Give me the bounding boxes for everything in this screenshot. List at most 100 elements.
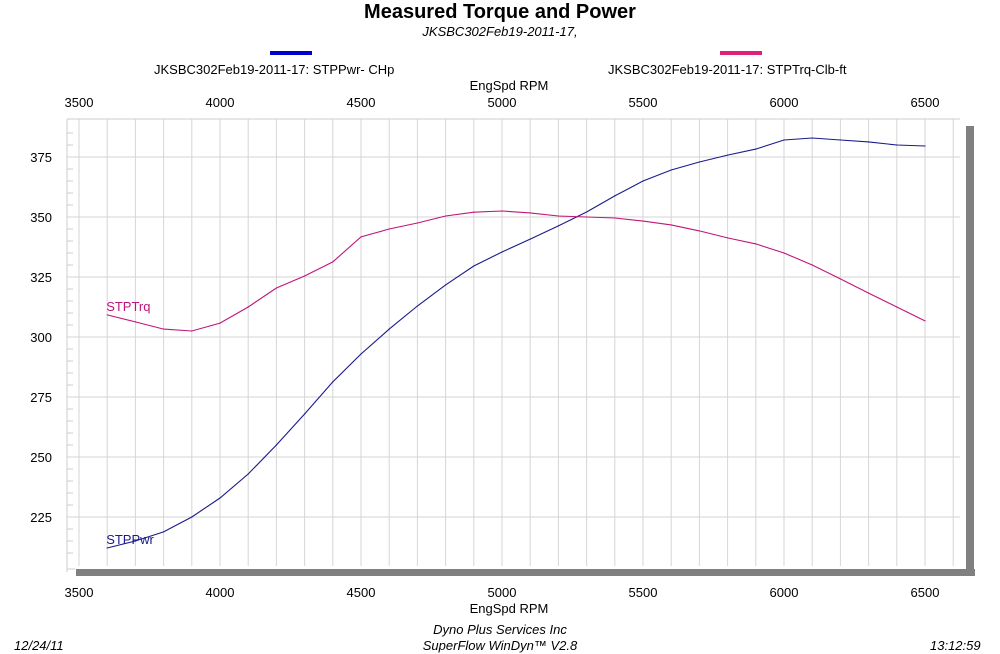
data-point-power xyxy=(727,154,729,156)
plot-shadow-bottom xyxy=(76,569,975,576)
x-tick-label-bottom: 5000 xyxy=(488,585,517,600)
data-point-torque xyxy=(134,321,136,323)
data-point-torque xyxy=(501,210,503,212)
data-point-torque xyxy=(416,222,418,224)
data-point-power xyxy=(247,473,249,475)
axis-ticks: 3500 3500 4000 4000 4500 4500 5000 5000 5500 5500… xyxy=(30,95,939,600)
data-point-power xyxy=(698,161,701,163)
data-point-power xyxy=(219,497,221,499)
plot-frame xyxy=(66,118,975,576)
x-tick-label-bottom: 3500 xyxy=(65,585,94,600)
data-point-power xyxy=(811,137,813,139)
chart-subtitle: JKSBC302Feb19-2011-17, xyxy=(422,24,578,39)
data-point-torque xyxy=(191,330,193,332)
data-point-power xyxy=(275,444,277,446)
data-point-torque xyxy=(219,322,221,324)
legend-label-torque: JKSBC302Feb19-2011-17: STPTrq-Clb-ft xyxy=(608,62,847,77)
data-point-torque xyxy=(698,230,701,232)
x-axis-title-bottom: EngSpd RPM xyxy=(469,601,549,616)
data-point-power xyxy=(783,139,785,141)
legend-swatch-torque xyxy=(720,51,762,55)
data-point-power xyxy=(445,284,447,286)
x-tick-label-top: 4000 xyxy=(206,95,235,110)
data-point-torque xyxy=(557,215,560,217)
data-point-torque xyxy=(163,328,165,330)
data-point-power xyxy=(586,211,588,213)
data-point-torque xyxy=(332,261,334,263)
data-point-torque xyxy=(586,216,588,218)
x-tick-label-bottom: 4500 xyxy=(347,585,376,600)
series-labels: STPPwr STPTrq xyxy=(106,299,154,547)
data-point-power xyxy=(924,145,926,147)
x-tick-label-bottom: 6000 xyxy=(770,585,799,600)
x-tick-label-top: 5000 xyxy=(488,95,517,110)
y-tick-label: 300 xyxy=(30,330,52,345)
y-tick-label: 350 xyxy=(30,210,52,225)
grid xyxy=(67,119,960,566)
data-point-torque xyxy=(275,287,277,289)
data-point-power xyxy=(868,141,870,143)
x-tick-label-bottom: 6500 xyxy=(911,585,940,600)
data-point-torque xyxy=(614,217,616,219)
series-line-torque xyxy=(107,210,926,332)
data-point-power xyxy=(360,353,362,355)
data-point-power xyxy=(416,305,418,307)
y-tick-label: 225 xyxy=(30,510,52,525)
data-point-torque xyxy=(304,275,306,277)
data-point-torque xyxy=(924,320,926,322)
series-lines xyxy=(106,137,926,549)
data-point-torque xyxy=(360,236,362,238)
series-label-torque: STPTrq xyxy=(106,299,150,314)
x-tick-label-bottom: 5500 xyxy=(629,585,658,600)
data-point-power xyxy=(839,139,842,141)
data-point-torque xyxy=(896,306,898,308)
data-point-torque xyxy=(388,228,390,230)
legend-label-power: JKSBC302Feb19-2011-17: STPPwr- CHp xyxy=(154,62,395,77)
data-point-power xyxy=(896,144,898,146)
data-point-power xyxy=(388,328,390,330)
data-point-torque xyxy=(473,211,475,213)
data-point-power xyxy=(642,180,644,182)
footer-date: 12/24/11 xyxy=(14,638,64,653)
chart-title: Measured Torque and Power xyxy=(364,1,636,23)
x-axis-title-top: EngSpd RPM xyxy=(469,78,549,93)
y-tick-label: 250 xyxy=(30,450,52,465)
x-tick-label-top: 6000 xyxy=(770,95,799,110)
data-point-torque xyxy=(670,224,672,226)
data-point-power xyxy=(614,195,616,197)
data-point-power xyxy=(191,516,193,518)
data-point-power xyxy=(332,381,334,383)
data-point-power xyxy=(557,225,560,227)
footer-software: SuperFlow WinDyn™ V2.8 xyxy=(422,638,578,653)
data-point-power xyxy=(529,238,531,240)
x-tick-label-bottom: 4000 xyxy=(206,585,235,600)
y-tick-label: 275 xyxy=(30,390,52,405)
data-point-power xyxy=(670,169,672,171)
data-point-torque xyxy=(868,292,870,294)
data-point-torque xyxy=(783,252,785,254)
data-point-torque xyxy=(529,212,531,214)
data-point-power xyxy=(134,540,136,542)
x-tick-label-top: 4500 xyxy=(347,95,376,110)
data-point-torque xyxy=(839,278,842,280)
data-point-torque xyxy=(247,306,249,308)
y-tick-label: 325 xyxy=(30,270,52,285)
y-tick-label: 375 xyxy=(30,150,52,165)
data-point-power xyxy=(106,547,108,549)
data-point-torque xyxy=(445,215,447,217)
series-label-power: STPPwr xyxy=(106,532,154,547)
data-point-torque xyxy=(106,314,108,316)
footer-time: 13:12:59 xyxy=(930,638,981,653)
data-point-torque xyxy=(811,264,813,266)
x-tick-label-top: 5500 xyxy=(629,95,658,110)
x-tick-label-top: 3500 xyxy=(65,95,94,110)
x-tick-label-top: 6500 xyxy=(911,95,940,110)
plot-shadow-right xyxy=(966,126,974,576)
data-point-torque xyxy=(755,243,757,245)
data-point-power xyxy=(304,413,306,415)
data-point-power xyxy=(755,148,757,150)
data-point-torque xyxy=(727,237,729,239)
data-point-torque xyxy=(642,220,644,222)
footer-company: Dyno Plus Services Inc xyxy=(433,622,567,637)
